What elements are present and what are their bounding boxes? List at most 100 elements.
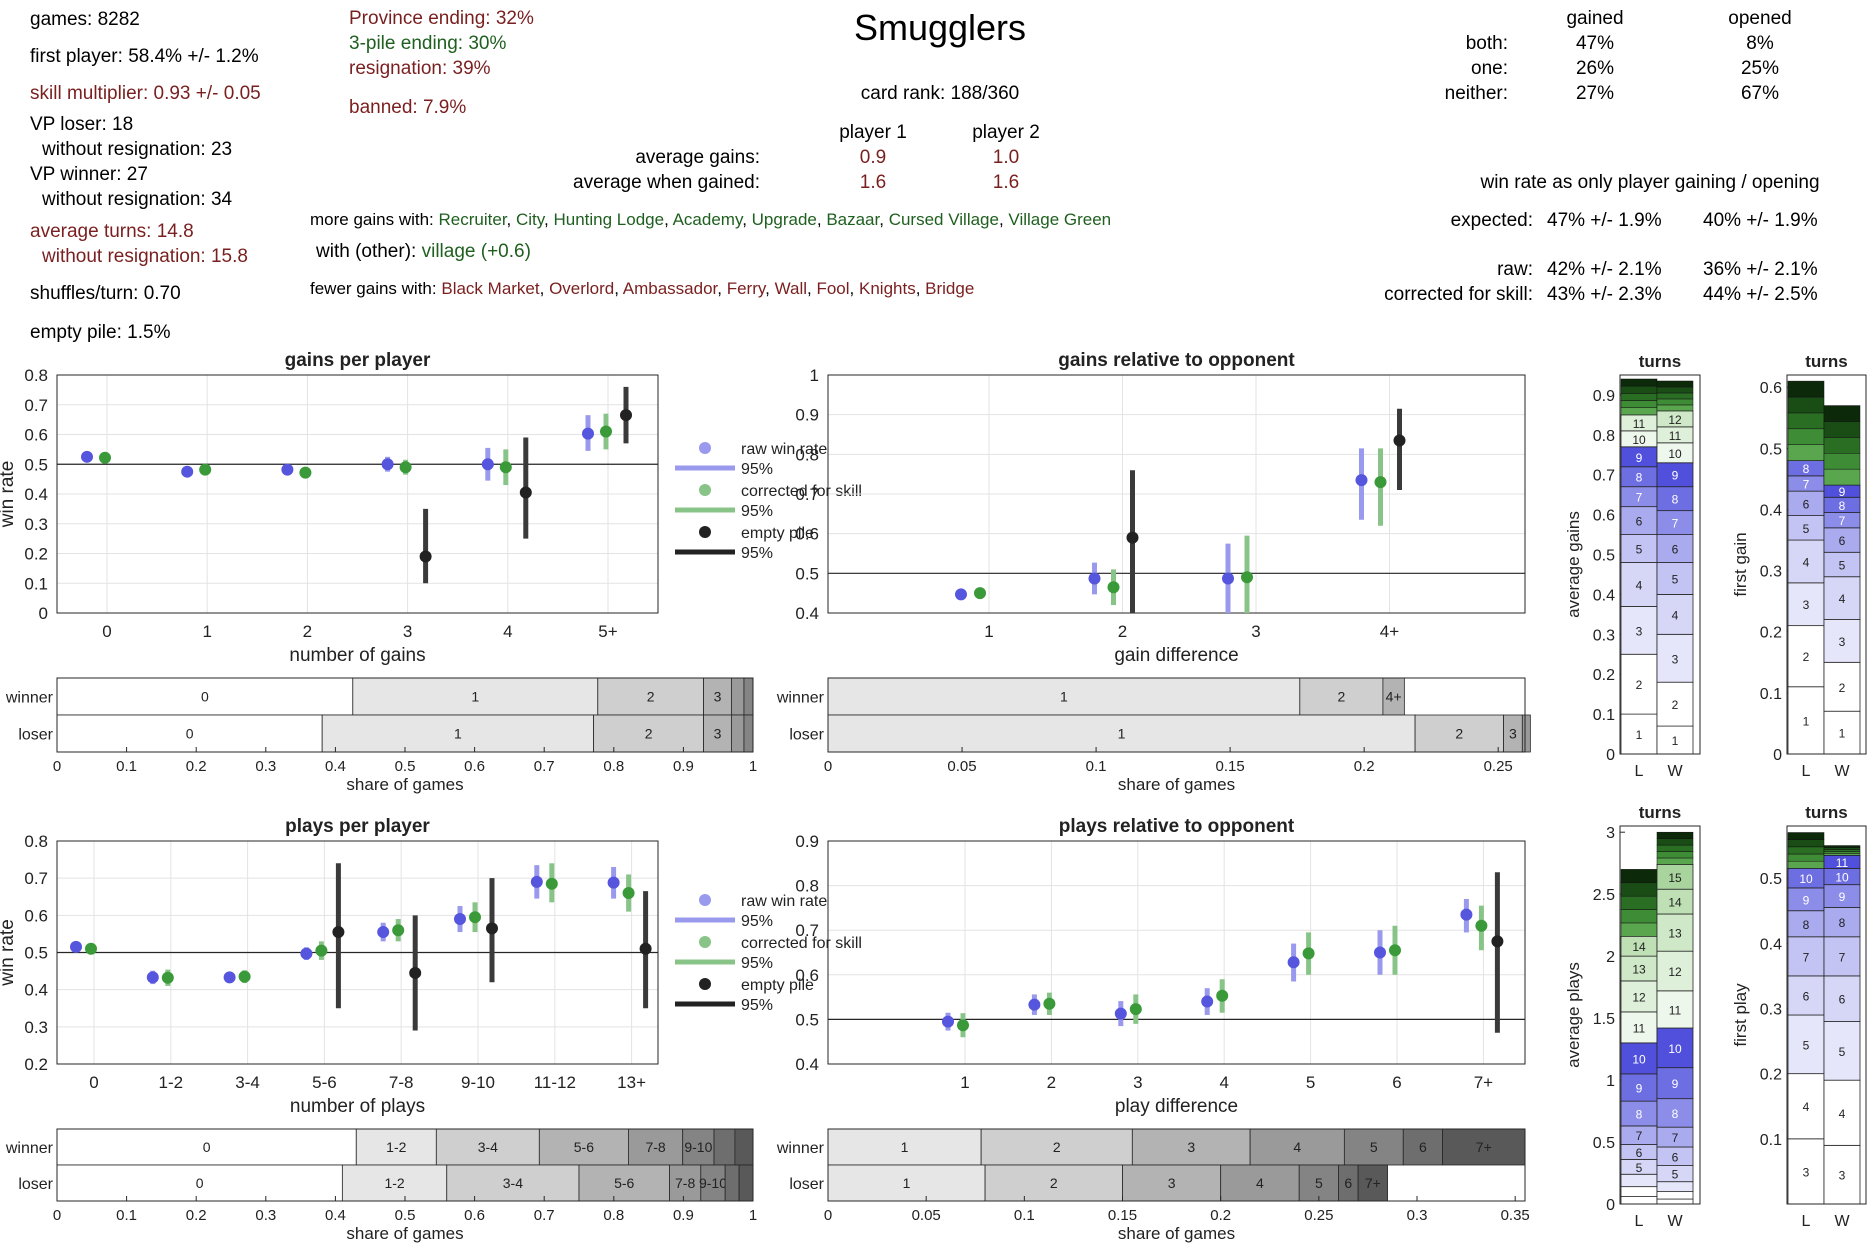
data-point (199, 463, 212, 476)
turn-segment (1620, 562, 1658, 607)
turn-label: 11 (1633, 417, 1646, 431)
turn-label: 3 (1839, 1169, 1846, 1183)
data-point (530, 875, 543, 888)
data-point (1374, 476, 1387, 489)
fewer-card-6: Knights (859, 279, 916, 298)
turn-segment (1823, 936, 1861, 977)
data-point (957, 1019, 969, 1032)
turn-segment (1787, 625, 1825, 688)
data-point (85, 942, 97, 955)
plot-frame (827, 840, 1526, 1065)
legend-label: corrected for skill (741, 935, 862, 952)
legend-marker (699, 936, 711, 948)
turn-segment (1656, 404, 1694, 412)
y-tick-label: 0.1 (24, 574, 48, 593)
turn-segment (1656, 888, 1694, 915)
x-tick-label: 11-12 (534, 1073, 576, 1092)
y-tick-label: 0.5 (24, 944, 48, 963)
y-tick-label: 1 (810, 366, 819, 385)
opened-header: opened (1728, 8, 1792, 29)
x-tick-label: 0 (53, 1207, 61, 1224)
turn-label: 7 (1672, 517, 1679, 531)
average-gains-p2: 1.0 (992, 147, 1020, 168)
turn-segment (1823, 576, 1861, 620)
data-point (1355, 474, 1368, 487)
turn-label: 3 (1672, 652, 1679, 666)
both-gained: 47% (1575, 33, 1615, 54)
turn-segment (1787, 936, 1825, 977)
vp-loser-no-resign: without resignation: 23 (42, 139, 233, 160)
segment-label: 9-10 (699, 1175, 727, 1191)
turn-segment (1787, 860, 1825, 869)
x-tick-label: 7-8 (389, 1073, 414, 1092)
y-tick-label: 0.3 (24, 1018, 48, 1037)
data-point (1241, 571, 1253, 584)
y-axis-label: win rate (0, 919, 18, 987)
segment-label: 1 (454, 726, 462, 742)
x-axis-label: share of games (1118, 775, 1235, 794)
turn-label: 9 (1839, 485, 1846, 499)
turns-title: turns (1639, 352, 1682, 371)
turn-segment (1620, 909, 1658, 924)
segment-label: 2 (645, 726, 653, 742)
turn-label: 8 (1672, 1107, 1679, 1121)
legend-label: corrected for skill (741, 483, 862, 500)
turn-segment (1656, 844, 1694, 852)
x-tick-label: 4+ (1380, 622, 1399, 641)
x-axis-label: share of games (1118, 1224, 1235, 1243)
segment-label: 6 (1419, 1139, 1427, 1155)
province-ending: Province ending: 32% (349, 8, 534, 29)
turn-segment (1656, 1181, 1694, 1193)
turn-label: 6 (1803, 989, 1810, 1003)
turn-label: 2 (1839, 681, 1846, 695)
x-tick-label: 7+ (1474, 1073, 1493, 1092)
turn-label: 11 (1669, 429, 1682, 443)
x-tick-label: L (1802, 763, 1811, 780)
share-segment (352, 677, 599, 716)
turn-segment (1656, 534, 1694, 563)
data-point (1389, 944, 1401, 957)
segment-label: 0 (196, 1175, 204, 1191)
turn-segment (1620, 922, 1658, 937)
data-point (1028, 998, 1041, 1011)
turn-segment (1656, 386, 1694, 394)
turn-segment (1823, 1079, 1861, 1146)
turn-segment (1823, 405, 1861, 422)
turns-frame (1786, 374, 1867, 755)
turn-segment (1787, 444, 1825, 461)
segment-label: 5-6 (614, 1175, 634, 1191)
turn-segment (1620, 378, 1658, 387)
data-point (1107, 581, 1120, 594)
y-tick-label: 0.5 (24, 455, 48, 474)
turns_first_play-panel: 0.10.20.30.40.5345678910L34567891011Wtur… (1731, 803, 1867, 1230)
x-tick-label: 1 (749, 1207, 757, 1224)
x-tick-label: 0 (89, 1073, 98, 1092)
share-segment (1249, 1128, 1345, 1166)
turn-label: 1 (1803, 714, 1810, 728)
turn-segment (1656, 633, 1694, 683)
x-tick-label: 1 (960, 1073, 969, 1092)
y-tick-label: 0.7 (795, 485, 819, 504)
turn-label: 8 (1636, 1108, 1643, 1122)
x-tick-label: L (1635, 1213, 1644, 1230)
turn-label: 4 (1839, 1107, 1846, 1121)
turn-segment (1656, 1191, 1694, 1200)
turn-label: 5 (1636, 543, 1643, 557)
fewer-card-3: Ferry (726, 279, 766, 298)
turn-segment (1787, 975, 1825, 1016)
turn-label: 4 (1839, 592, 1846, 606)
segment-label: 1 (901, 1139, 909, 1155)
y-tick-label: 0.8 (1593, 428, 1615, 445)
y-tick-label: 0.6 (24, 906, 48, 925)
y-tick-label: 0 (1606, 747, 1615, 764)
games-count: games: 8282 (30, 9, 140, 30)
gained-header: gained (1566, 8, 1624, 29)
turn-segment (1823, 907, 1861, 938)
x-axis-label: play difference (1115, 1096, 1238, 1117)
share-segment (593, 714, 704, 753)
legend-label: empty pile (741, 525, 814, 542)
turn-label: 4 (1636, 578, 1643, 592)
x-tick-label: 0.7 (534, 758, 555, 775)
y-tick-label: 0.3 (1760, 564, 1782, 581)
